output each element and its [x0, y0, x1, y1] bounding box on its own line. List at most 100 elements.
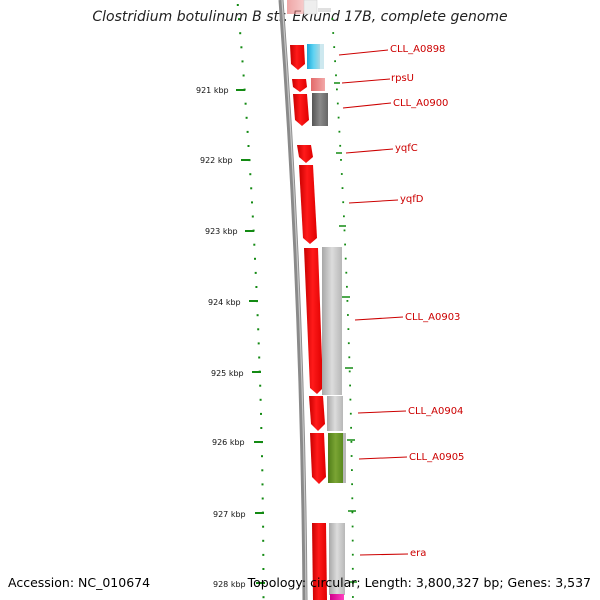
track-dot: [259, 398, 262, 401]
outer-dot: [346, 300, 349, 302]
track-dot: [261, 483, 264, 486]
outer-dot: [336, 102, 339, 105]
outer-dot: [350, 455, 353, 457]
gene-label-era: era: [410, 548, 426, 559]
kbp-axis: 921 kbp 922 kbp 923 kbp 924 kbp 925 kbp …: [196, 86, 265, 589]
leader-line: [358, 456, 408, 460]
outer-dot: [351, 525, 354, 528]
outer-dot: [350, 441, 353, 443]
track-dot: [242, 74, 245, 77]
outer-ticks: [334, 82, 357, 583]
gene-arrow-cll-a0898: [290, 45, 305, 70]
outer-dot: [347, 314, 349, 316]
kbp-label: 921 kbp: [196, 86, 229, 95]
outer-dot: [351, 553, 354, 556]
leader-line: [359, 553, 409, 556]
outer-dot: [343, 229, 346, 232]
leader-line: [345, 148, 394, 154]
gene-label-rpsu: rpsU: [391, 73, 414, 84]
track-dot: [257, 342, 260, 345]
gene-arrow-yqfc: [297, 145, 313, 163]
track-dot: [255, 286, 258, 288]
track-dot: [262, 596, 265, 599]
outer-dot: [340, 159, 342, 161]
gene-label-cll-a0905: CLL_A0905: [409, 452, 464, 463]
track-dot: [261, 497, 264, 500]
feature-top-partial: [318, 8, 331, 12]
outer-dot: [338, 130, 341, 133]
outer-dot: [344, 257, 347, 260]
outer-dot: [341, 187, 344, 189]
cog-block-rpsu: [311, 78, 325, 91]
track-dot: [262, 525, 265, 528]
track-dot: [260, 427, 263, 429]
topology-text: Topology: circular; Length: 3,800,327 bp…: [247, 575, 591, 590]
outer-dot: [351, 483, 353, 486]
track-dot: [241, 60, 244, 63]
track-dot: [260, 412, 262, 415]
outer-dot: [349, 384, 351, 387]
gene-label-cll-a0900: CLL_A0900: [393, 98, 448, 109]
outer-dot: [349, 398, 352, 401]
outer-dot: [350, 426, 352, 429]
outer-dot: [339, 144, 342, 147]
outer-dot: [352, 582, 354, 584]
kbp-label: 927 kbp: [213, 510, 246, 519]
track-dot: [236, 4, 239, 6]
track-dot: [240, 46, 243, 49]
track-dot: [257, 328, 260, 331]
gene-label-cll-a0898: CLL_A0898: [390, 44, 445, 55]
outer-dot: [344, 243, 346, 246]
gene-arrows: [290, 45, 327, 600]
outer-dot: [346, 285, 348, 288]
kbp-label: 924 kbp: [208, 298, 241, 307]
outer-dot: [334, 60, 336, 63]
track-dot: [247, 145, 250, 147]
outer-dot: [349, 412, 352, 415]
kbp-label: 926 kbp: [212, 438, 245, 447]
track-dot: [245, 116, 248, 119]
feature-top-partial: [303, 0, 318, 15]
gene-label-yqfd: yqfD: [400, 194, 424, 205]
leader-line: [338, 49, 389, 56]
outer-dot: [352, 596, 354, 598]
outer-dot: [337, 116, 340, 119]
outer-dot: [351, 511, 354, 514]
kbp-label: 923 kbp: [205, 227, 238, 236]
track-dot: [262, 553, 265, 556]
cog-block-cll-a0903: [322, 247, 342, 395]
track-dot: [254, 257, 256, 260]
track-dot: [251, 201, 253, 204]
track-dot: [258, 356, 261, 359]
track-dot: [256, 314, 259, 317]
outer-dot: [342, 201, 345, 204]
outer-dot: [335, 74, 337, 77]
gene-arrow-cll-a0905: [310, 433, 326, 484]
track-dot: [244, 102, 247, 105]
outer-dot: [351, 539, 354, 542]
leader-line: [342, 102, 392, 109]
outer-dot: [351, 567, 354, 570]
cog-block-cll-a0905-secondary: [343, 433, 346, 483]
outer-dot: [336, 88, 338, 91]
leader-line: [348, 199, 399, 204]
cog-block-bottom: [330, 594, 344, 600]
feature-top-partial: [287, 0, 304, 14]
cog-block-cll-a0905: [328, 433, 343, 483]
gene-arrow-yqfd: [299, 165, 317, 244]
kbp-label: 922 kbp: [200, 156, 233, 165]
kbp-label: 928 kbp: [213, 580, 246, 589]
outer-dot: [343, 215, 345, 218]
gene-labels: CLL_A0898 rpsU CLL_A0900 yqfC yqfD CLL_A…: [338, 44, 464, 559]
gene-arrow-rpsu: [292, 79, 307, 92]
track-dot: [246, 130, 249, 133]
outer-dot: [348, 356, 351, 359]
outer-dot: [347, 342, 350, 345]
cog-block-cll-a0898-secondary: [320, 44, 324, 69]
accession-text: Accession: NC_010674: [8, 575, 151, 590]
outer-dot: [348, 370, 351, 373]
outer-dot: [347, 328, 350, 330]
leader-line: [354, 316, 404, 321]
gene-arrow-cll-a0903: [304, 248, 323, 394]
